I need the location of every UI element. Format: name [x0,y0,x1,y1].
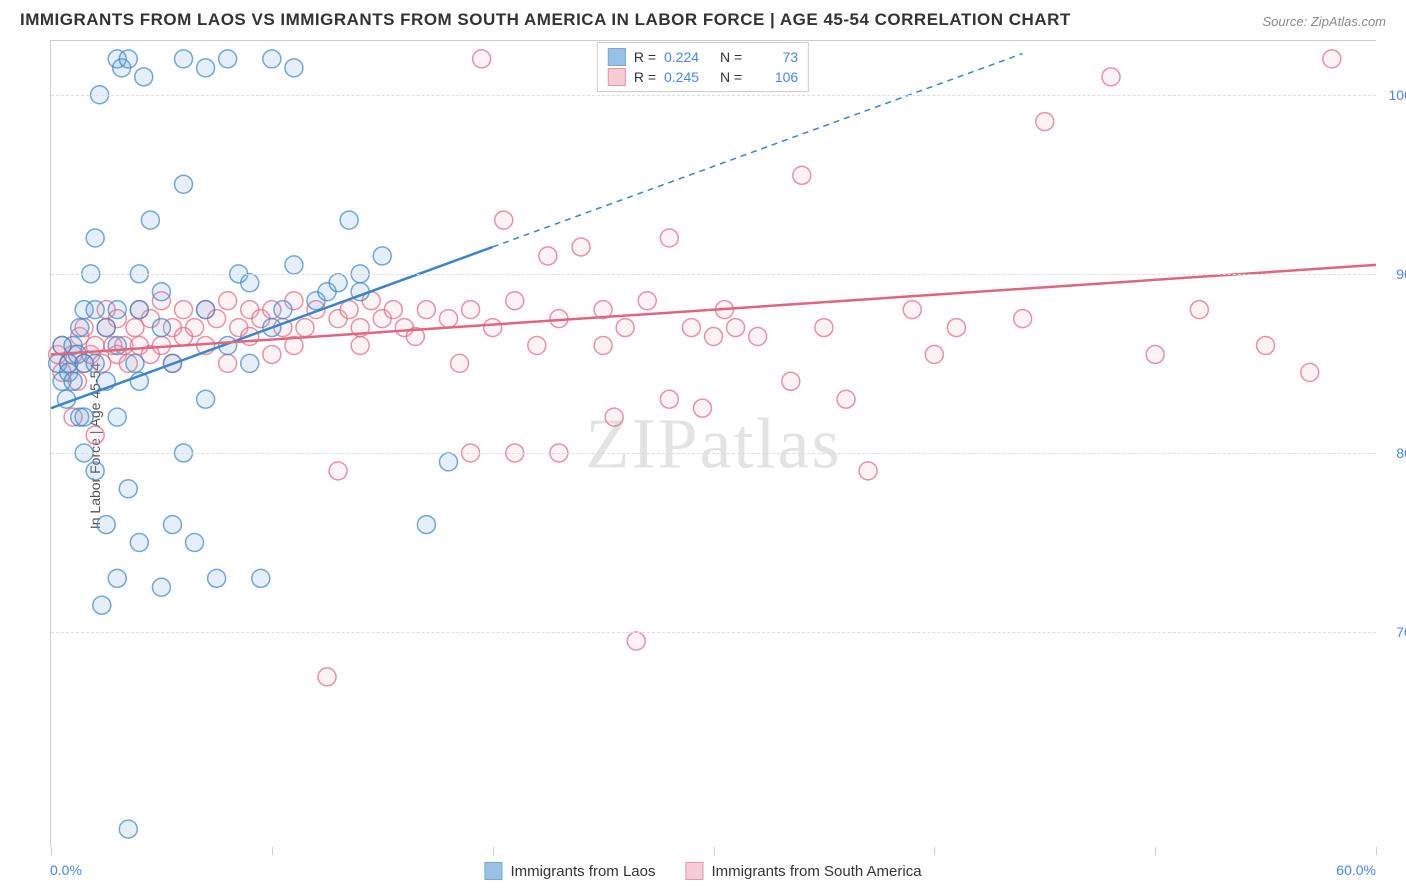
y-tick-label: 70.0% [1396,624,1406,640]
r-label: R = [634,49,656,65]
r-label: R = [634,69,656,85]
swatch-laos [608,48,626,66]
swatch-sa-icon [685,862,703,880]
n-label: N = [720,49,742,65]
y-tick-label: 100.0% [1389,87,1406,103]
chart-title: IMMIGRANTS FROM LAOS VS IMMIGRANTS FROM … [20,10,1071,30]
y-tick-label: 90.0% [1396,266,1406,282]
y-tick-label: 80.0% [1396,445,1406,461]
correlation-legend: R = 0.224 N = 73 R = 0.245 N = 106 [597,42,809,92]
n-label: N = [720,69,742,85]
legend-row-sa: R = 0.245 N = 106 [608,67,798,87]
n-value-laos: 73 [750,49,798,65]
legend-row-laos: R = 0.224 N = 73 [608,47,798,67]
r-value-sa: 0.245 [664,69,712,85]
n-value-sa: 106 [750,69,798,85]
swatch-sa [608,68,626,86]
legend-label-laos: Immigrants from Laos [510,863,655,880]
legend-item-sa: Immigrants from South America [685,862,921,880]
swatch-laos-icon [484,862,502,880]
r-value-laos: 0.224 [664,49,712,65]
x-tick-label: 0.0% [50,862,82,878]
x-tick-label: 60.0% [1336,862,1376,878]
scatter-plot-svg [51,41,1376,847]
legend-item-laos: Immigrants from Laos [484,862,655,880]
series-legend: Immigrants from Laos Immigrants from Sou… [484,862,921,880]
source-label: Source: ZipAtlas.com [1262,14,1386,29]
legend-label-sa: Immigrants from South America [711,863,921,880]
chart-plot-area: ZIPatlas 70.0%80.0%90.0%100.0% [50,40,1376,847]
